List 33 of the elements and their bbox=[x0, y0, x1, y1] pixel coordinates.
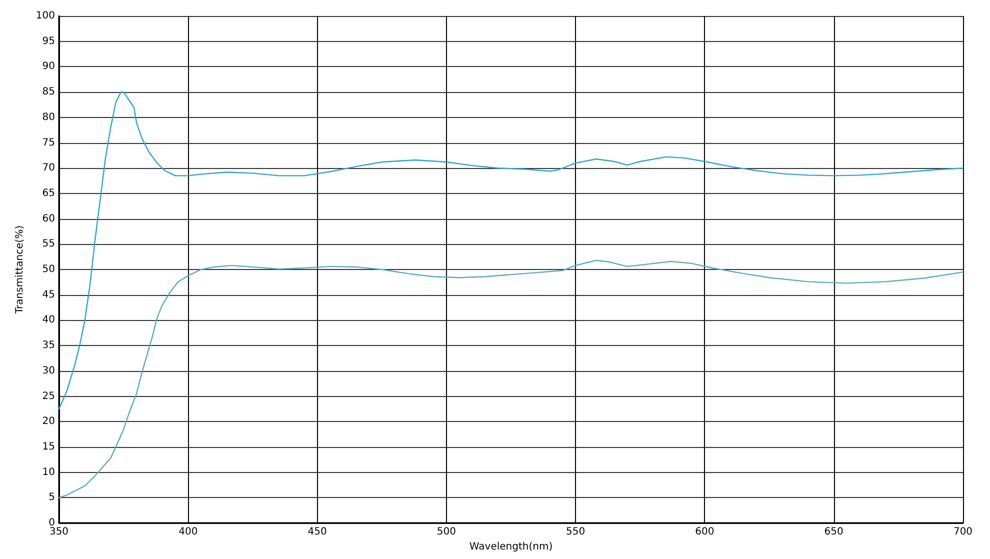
y-tick-label: 95 bbox=[42, 36, 55, 47]
x-tick-label: 700 bbox=[953, 526, 973, 538]
y-tick-label: 80 bbox=[42, 112, 55, 123]
x-axis-title: Wavelength(nm) bbox=[469, 541, 553, 552]
y-tick-label: 35 bbox=[42, 340, 55, 352]
y-tick-label: 60 bbox=[42, 213, 55, 224]
line-series bbox=[58, 91, 964, 410]
y-tick-label: 25 bbox=[42, 390, 55, 402]
y-tick-label: 0 bbox=[48, 518, 55, 528]
y-tick-label: 75 bbox=[42, 137, 55, 148]
x-tick-label: 650 bbox=[824, 526, 844, 538]
x-tick-label: 450 bbox=[308, 526, 327, 538]
x-tick-label: 550 bbox=[566, 526, 586, 538]
x-tick-label: 400 bbox=[178, 526, 198, 538]
x-tick-label: 350 bbox=[49, 526, 69, 538]
y-tick-label: 85 bbox=[42, 86, 55, 98]
y-tick-label: 100 bbox=[36, 10, 55, 22]
y-tick-label: 90 bbox=[42, 61, 55, 72]
y-tick-label: 20 bbox=[42, 416, 55, 428]
y-tick-label: 45 bbox=[42, 289, 55, 300]
x-tick-label: 600 bbox=[695, 526, 714, 538]
y-tick-label: 5 bbox=[48, 492, 55, 504]
y-tick-label: 55 bbox=[42, 238, 55, 250]
y-tick-label: 65 bbox=[42, 188, 55, 199]
y-axis-title: Transmittance(%) bbox=[14, 225, 26, 315]
y-tick-label: 10 bbox=[42, 466, 55, 478]
x-tick-label: 500 bbox=[436, 526, 456, 538]
y-tick-label: 50 bbox=[42, 264, 55, 275]
y-tick-label: 30 bbox=[42, 365, 55, 376]
y-tick-label: 15 bbox=[42, 441, 55, 452]
y-tick-label: 70 bbox=[42, 162, 55, 174]
y-tick-label: 40 bbox=[42, 314, 55, 326]
line-series bbox=[58, 260, 964, 498]
